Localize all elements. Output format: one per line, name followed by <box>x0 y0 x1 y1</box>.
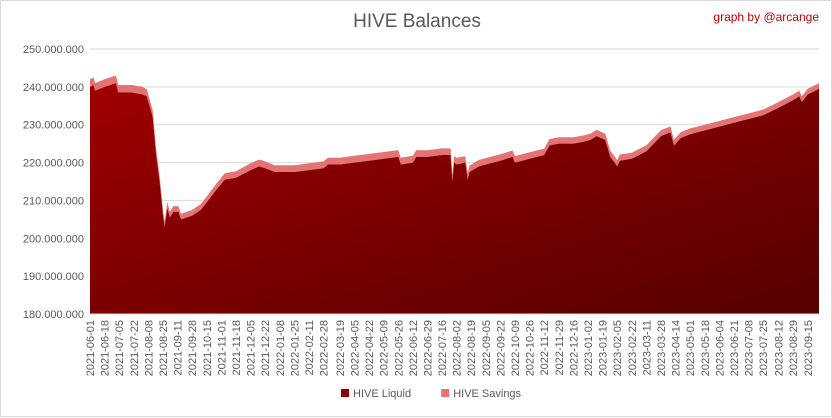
x-tick-label: 2021-09-28 <box>187 320 199 376</box>
y-tick-label: 240.000.000 <box>23 82 84 94</box>
x-tick-label: 2022-11-29 <box>554 320 566 375</box>
x-tick-label: 2023-06-21 <box>729 320 741 376</box>
legend-swatch <box>441 389 450 397</box>
series-area-hive-liquid <box>90 83 819 314</box>
x-tick-label: 2022-09-05 <box>481 320 493 376</box>
x-tick-label: 2022-04-05 <box>350 320 362 376</box>
x-tick-label: 2023-02-22 <box>627 320 639 376</box>
x-tick-label: 2022-02-11 <box>304 320 316 375</box>
x-tick-label: 2022-05-09 <box>379 320 391 376</box>
chart-title: HIVE Balances <box>353 11 481 32</box>
y-tick-label: 180.000.000 <box>23 309 84 321</box>
x-tick-label: 2023-03-11 <box>641 320 653 375</box>
x-tick-label: 2022-04-22 <box>364 320 376 376</box>
x-tick-label: 2022-08-02 <box>452 320 464 376</box>
x-tick-label: 2023-04-14 <box>671 320 683 376</box>
x-tick-label: 2023-08-29 <box>788 320 800 376</box>
x-tick-label: 2023-03-28 <box>656 320 668 376</box>
x-tick-label: 2022-01-08 <box>275 320 287 376</box>
x-tick-label: 2021-11-01 <box>216 320 228 375</box>
x-tick-label: 2021-08-25 <box>158 320 170 376</box>
x-tick-label: 2023-05-18 <box>700 320 712 376</box>
x-tick-label: 2023-06-04 <box>714 320 726 376</box>
x-tick-label: 2022-06-12 <box>408 320 420 376</box>
x-tick-label: 2022-10-09 <box>510 320 522 376</box>
x-tick-label: 2021-07-05 <box>114 320 126 376</box>
legend-label: HIVE Savings <box>453 388 521 400</box>
x-tick-label: 2021-10-15 <box>202 320 214 376</box>
x-tick-label: 2022-03-19 <box>335 320 347 376</box>
x-tick-label: 2023-09-15 <box>803 320 815 376</box>
x-tick-label: 2022-09-22 <box>495 320 507 376</box>
x-tick-label: 2022-06-29 <box>423 320 435 376</box>
y-tick-label: 190.000.000 <box>23 271 84 283</box>
x-tick-label: 2021-12-05 <box>246 320 258 376</box>
x-tick-label: 2022-01-25 <box>289 320 301 376</box>
y-tick-label: 230.000.000 <box>23 120 84 132</box>
x-tick-label: 2022-10-26 <box>525 320 537 376</box>
x-tick-label: 2023-08-12 <box>774 320 786 376</box>
x-tick-label: 2022-11-12 <box>539 320 551 375</box>
x-tick-label: 2022-12-16 <box>568 320 580 376</box>
x-tick-label: 2021-11-18 <box>231 320 243 375</box>
x-tick-label: 2022-05-26 <box>393 320 405 376</box>
x-tick-label: 2023-02-05 <box>612 320 624 376</box>
x-tick-label: 2023-07-25 <box>758 320 770 376</box>
x-tick-label: 2022-07-16 <box>437 320 449 376</box>
x-tick-label: 2021-09-11 <box>173 320 185 375</box>
x-tick-label: 2021-12-22 <box>260 320 272 376</box>
x-tick-label: 2021-07-22 <box>129 320 141 376</box>
y-tick-label: 200.000.000 <box>23 233 84 245</box>
credit-label: graph by @arcange <box>713 10 819 24</box>
legend-swatch <box>341 389 349 397</box>
x-tick-label: 2023-01-02 <box>583 320 595 376</box>
x-tick-label: 2021-06-01 <box>85 320 97 376</box>
legend-label: HIVE Liquid <box>353 388 411 400</box>
x-tick-label: 2021-06-18 <box>100 320 112 376</box>
y-tick-label: 210.000.000 <box>23 195 84 207</box>
x-tick-label: 2022-02-28 <box>319 320 331 376</box>
x-tick-label: 2023-01-19 <box>598 320 610 376</box>
series-area-hive-savings <box>90 75 819 227</box>
y-tick-label: 220.000.000 <box>23 158 84 170</box>
x-tick-label: 2023-05-01 <box>685 320 697 376</box>
y-tick-label: 250.000.000 <box>23 44 84 56</box>
x-tick-label: 2022-08-19 <box>466 320 478 376</box>
x-tick-label: 2023-07-08 <box>744 320 756 376</box>
x-tick-label: 2021-08-08 <box>143 320 155 376</box>
